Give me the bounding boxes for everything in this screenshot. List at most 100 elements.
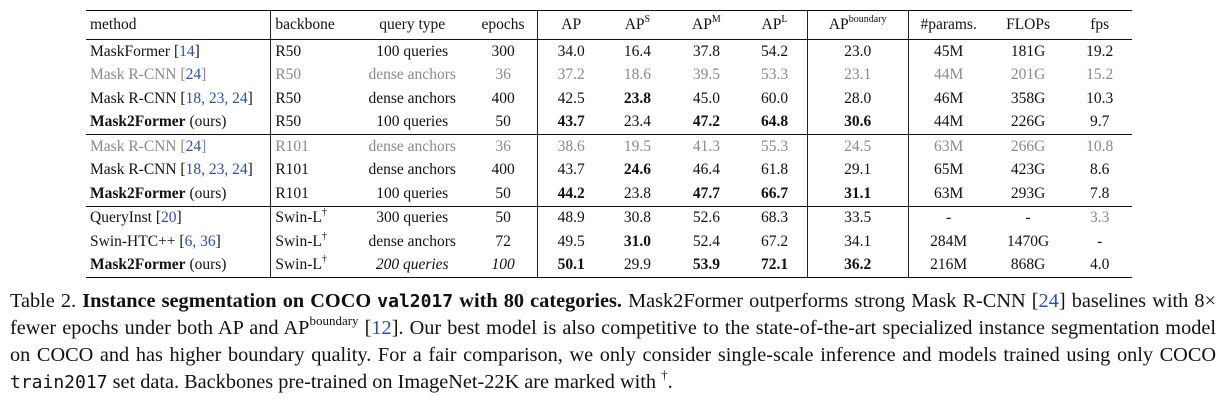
citation-link[interactable]: 6, 36 [184,232,216,250]
flops-cell: 181G [988,39,1068,64]
method-cell: Mask R-CNN [24] [86,134,271,159]
apb-cell: 33.5 [806,205,909,230]
citation-link[interactable]: 24 [185,137,202,155]
method-cell: Mask R-CNN [24] [90,66,207,84]
col-query-type: query type [355,10,470,40]
caption-sup-boundary: boundary [309,313,359,328]
epochs-cell: 50 [495,184,511,202]
apl-cell: 72.1 [742,253,808,278]
fps-cell: 10.8 [1067,134,1132,159]
query-cell: 300 queries [355,205,470,230]
flops-cell: 423G [1010,161,1046,179]
method-cell: Mask R-CNN [18, 23, 24] [90,161,253,179]
col-apl: APL [742,10,808,40]
table-row: MaskFormer [14] R50 100 queries 300 34.0 16.4… [86,39,1132,64]
params-cell: 65M [907,158,989,182]
params-cell: 44M [907,63,989,87]
query-cell: 100 queries [355,39,470,64]
backbone-cell: R50 [270,87,356,111]
fps-cell: - [1097,232,1103,250]
backbone-cell: R50 [270,110,356,135]
caption-mono-split: train2017 [10,372,108,393]
ap-cell: 48.9 [537,205,605,230]
ap-cell: 37.2 [537,63,605,87]
params-cell: 216M [907,253,989,278]
apb-cell: 23.0 [806,39,909,64]
fps-cell: 3.3 [1067,205,1132,230]
backbone-cell: Swin-L† [270,230,356,254]
params-cell: 46M [907,87,989,111]
epochs-cell: 50 [495,113,511,131]
method-cell: Mask R-CNN [18, 23, 24] [90,89,253,107]
table-row: Mask R-CNN [18, 23, 24] R50 dense anchors 4… [86,87,1132,111]
apm-cell: 41.3 [670,134,743,159]
citation-link[interactable]: 18, 23, 24 [185,89,248,107]
col-fps: fps [1067,10,1132,40]
caption-text-2: ] baselines with 8× fewer epochs under b… [10,290,1216,339]
fps-cell: 4.0 [1067,253,1132,278]
query-cell: dense anchors [368,66,456,84]
aps-cell: 23.8 [623,89,651,107]
col-backbone: backbone [270,10,356,40]
ap-cell: 44.2 [537,182,605,206]
method-cell: Mask2Former (ours) [86,253,271,278]
apm-cell: 46.4 [692,161,720,179]
caption-text-3: [ [358,317,372,339]
apl-cell: 53.3 [760,66,789,84]
flops-cell: 1470G [1006,232,1050,250]
citation-link[interactable]: 14 [179,42,195,60]
fps-cell: 7.8 [1090,184,1110,202]
epochs-cell: 400 [491,161,515,179]
query-cell: 100 queries [376,184,449,202]
citation-link[interactable]: 12 [371,317,392,339]
ap-cell: 50.1 [537,253,605,278]
backbone-cell: Swin-L† [270,253,356,278]
fps-cell: 19.2 [1067,39,1132,64]
apl-cell: 54.2 [742,39,808,64]
aps-cell: 16.4 [604,39,671,64]
apl-cell: 66.7 [760,184,789,202]
apl-cell: 64.8 [760,113,789,131]
backbone-cell: R101 [270,158,356,182]
aps-cell: 19.5 [604,134,671,159]
flops-cell: - [988,205,1068,230]
flops-cell: 293G [1010,184,1046,202]
citation-link[interactable]: 24 [185,66,202,84]
flops-cell: 358G [1010,89,1046,107]
table-header-row: method backbone query type epochs AP APS… [86,10,1132,40]
apm-cell: 47.7 [692,184,720,202]
epochs-cell: 300 [469,39,538,64]
results-table: method backbone query type epochs AP APS… [86,10,1132,278]
aps-cell: 24.6 [623,161,651,179]
apb-cell: 31.1 [806,182,909,206]
table-row: Mask2Former (ours) R101 100 queries 50 44.2 2… [86,182,1132,206]
citation-link[interactable]: 18, 23, 24 [185,161,248,179]
caption-label: Table 2. [10,290,77,312]
apb-cell: 34.1 [806,230,909,254]
aps-cell: 31.0 [623,232,651,250]
col-params: #params. [907,10,989,40]
fps-cell: 8.6 [1090,161,1110,179]
epochs-cell: 72 [495,232,511,250]
ap-cell: 42.5 [537,87,605,111]
table-row: Swin-HTC++ [6, 36] Swin-L† dense anchors 72… [86,230,1132,254]
ap-cell: 38.6 [537,134,605,159]
epochs-cell: 400 [491,89,515,107]
fps-cell: 15.2 [1086,66,1114,84]
col-epochs: epochs [469,10,538,40]
epochs-cell: 50 [469,205,538,230]
apm-cell: 45.0 [692,89,720,107]
aps-cell: 23.4 [623,113,651,131]
params-cell: - [907,205,989,230]
table-row: Mask2Former (ours) R50 100 queries 50 43.7 23… [86,110,1132,135]
params-cell: 284M [907,230,989,254]
backbone-cell: Swin-L† [270,205,356,230]
citation-link[interactable]: 24 [1038,290,1059,312]
params-cell: 63M [907,134,989,159]
citation-link[interactable]: 20 [161,209,177,227]
epochs-cell: 100 [469,253,538,278]
apl-cell: 68.3 [742,205,808,230]
aps-cell: 30.8 [604,205,671,230]
backbone-cell: R101 [270,182,356,206]
